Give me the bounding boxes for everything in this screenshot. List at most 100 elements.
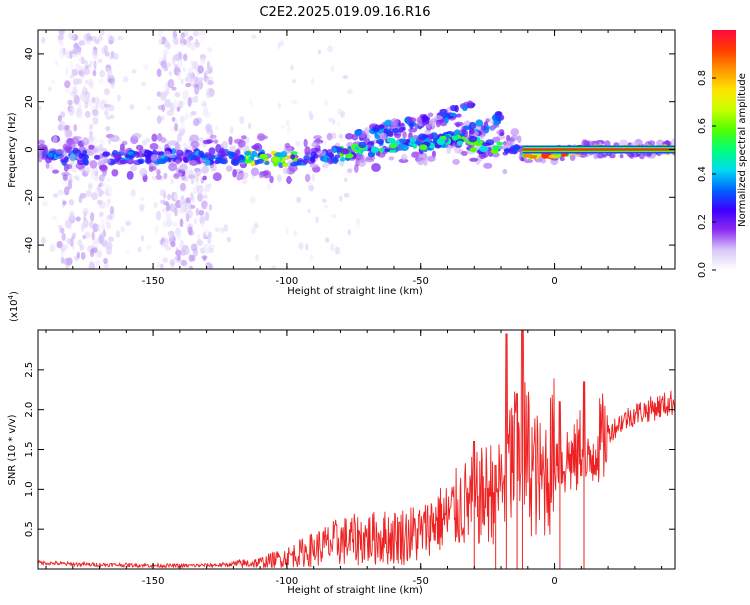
noise-blob	[96, 199, 103, 205]
noise-blob	[186, 72, 194, 83]
noise-blob	[130, 189, 136, 197]
noise-blob	[214, 227, 221, 232]
noise-blob	[166, 62, 172, 68]
noise-blob	[197, 65, 204, 74]
ridge-halo	[250, 167, 260, 177]
noise-blob	[156, 262, 161, 268]
ridge-halo	[510, 128, 520, 136]
noise-blob	[80, 252, 86, 260]
noise-blob	[163, 172, 168, 180]
noise-blob	[103, 44, 108, 54]
noise-blob	[169, 125, 174, 132]
ridge-halo	[506, 140, 513, 149]
noise-blob	[186, 36, 192, 43]
noise-blob	[77, 51, 82, 56]
noise-blob	[117, 94, 121, 102]
ridge-blob	[281, 162, 289, 167]
branch-blob	[495, 114, 502, 121]
ridge-halo	[209, 134, 217, 139]
noise-blob	[198, 137, 205, 143]
noise-blob	[75, 63, 81, 72]
noise-blob	[197, 77, 204, 82]
snr-ytick-label-3: 2.0	[24, 402, 35, 418]
ridge-blob	[358, 150, 363, 155]
noise-blob	[295, 141, 301, 147]
noise-blob	[347, 229, 352, 236]
noise-blob	[229, 126, 234, 135]
spectrogram-ytick-label-2: 0	[24, 146, 35, 152]
noise-blob	[107, 214, 113, 220]
branch-blob	[456, 113, 462, 118]
ridge-halo	[506, 134, 511, 142]
noise-blob	[57, 142, 62, 147]
ridge-halo	[45, 162, 50, 169]
noise-blob	[324, 237, 330, 243]
ridge-halo	[210, 162, 217, 172]
noise-blob	[187, 97, 192, 107]
ridge-blob	[256, 158, 264, 164]
noise-blob	[158, 30, 163, 38]
ridge-halo	[212, 172, 222, 182]
branch-blob	[398, 127, 404, 133]
noise-blob	[177, 71, 182, 81]
noise-blob	[255, 254, 260, 262]
branch-blob	[432, 137, 438, 144]
noise-blob	[207, 231, 212, 239]
noise-blob	[105, 126, 111, 132]
noise-blob	[215, 125, 219, 131]
spectrogram-ytick-label-0: -40	[24, 237, 35, 253]
noise-blob	[107, 198, 111, 203]
ridge-halo	[510, 134, 519, 142]
noise-blob	[137, 246, 142, 253]
noise-blob	[107, 236, 114, 243]
snr-ytick-label-1: 1.0	[24, 481, 35, 497]
spectrogram-xtick-label-0: -150	[142, 276, 165, 287]
ridge-blob	[405, 138, 411, 144]
noise-blob	[220, 227, 225, 234]
noise-blob	[106, 185, 113, 194]
noise-blob	[179, 208, 184, 214]
ridge-blob	[82, 157, 89, 165]
noise-blob	[188, 254, 194, 262]
snr-ytick-label-2: 1.5	[24, 442, 35, 458]
noise-blob	[89, 60, 93, 67]
noise-blob	[57, 34, 64, 41]
noise-blob	[60, 111, 66, 118]
noise-blob	[159, 189, 167, 196]
ridge-halo	[315, 137, 321, 144]
noise-blob	[200, 221, 204, 230]
noise-blob	[120, 225, 126, 233]
noise-blob	[87, 182, 93, 191]
ridge-blob	[419, 144, 428, 151]
noise-blob	[117, 35, 124, 41]
noise-blob	[140, 81, 147, 87]
noise-blob	[69, 50, 73, 60]
snr-xlabel: Height of straight line (km)	[287, 585, 423, 596]
noise-blob	[167, 78, 175, 89]
branch-blob	[434, 115, 443, 121]
noise-blob	[59, 138, 63, 144]
noise-blob	[298, 242, 304, 250]
noise-blob	[196, 234, 201, 239]
noise-blob	[291, 99, 298, 105]
noise-blob	[271, 265, 277, 269]
noise-blob	[160, 91, 167, 101]
noise-blob	[62, 200, 67, 206]
ridge-blob	[302, 158, 309, 165]
ridge-blob	[469, 147, 477, 153]
noise-blob	[182, 66, 186, 73]
noise-blob	[92, 116, 99, 125]
ridge-halo	[609, 153, 616, 159]
ridge-halo	[190, 140, 200, 148]
noise-blob	[356, 221, 361, 228]
noise-blob	[194, 76, 199, 84]
noise-blob	[106, 68, 113, 76]
ridge-halo	[52, 169, 60, 174]
noise-blob	[88, 123, 94, 130]
noise-blob	[327, 45, 334, 53]
noise-blob	[279, 124, 286, 129]
ridge-blob	[512, 147, 518, 154]
ridge-halo	[502, 169, 508, 175]
ridge-halo	[400, 154, 408, 161]
spectrogram-xtick-label-2: -50	[413, 276, 429, 287]
